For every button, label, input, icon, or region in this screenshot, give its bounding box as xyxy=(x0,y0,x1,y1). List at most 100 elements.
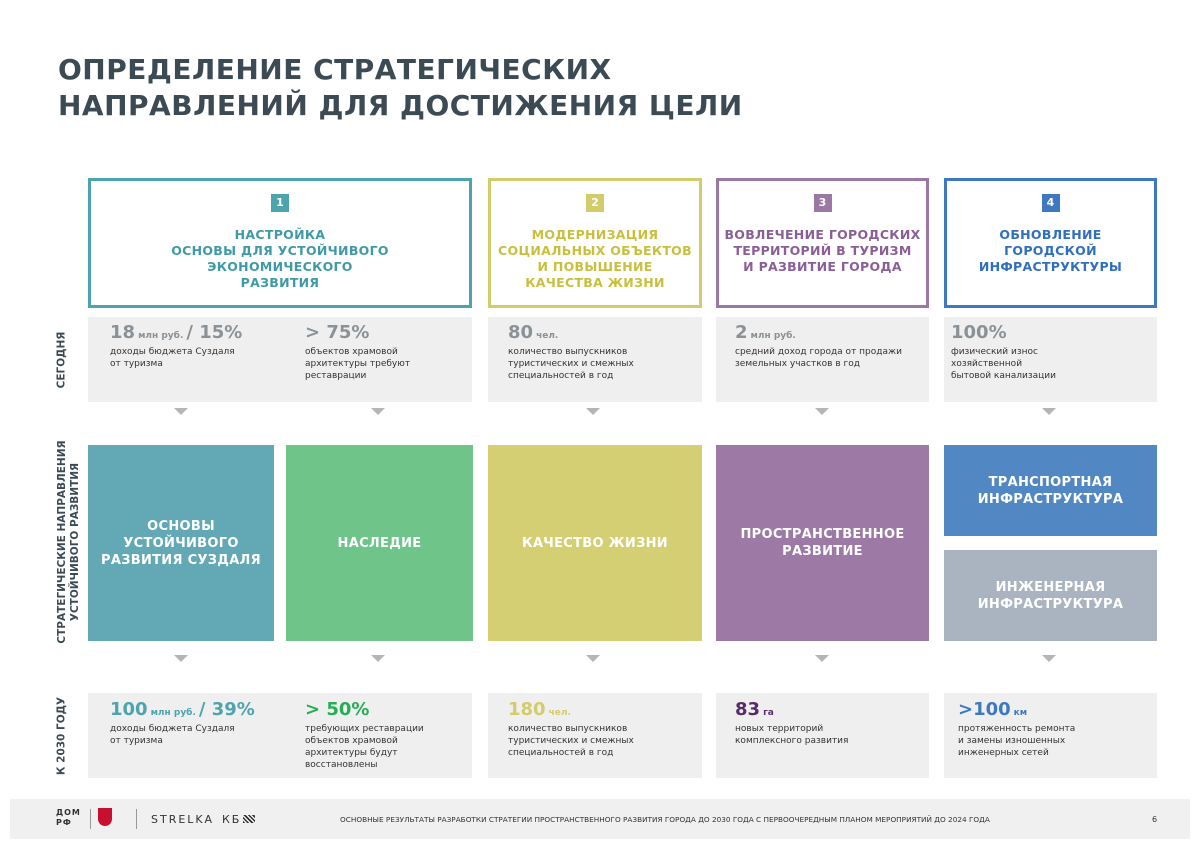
text-line: ОПРЕДЕЛЕНИЕ СТРАТЕГИЧЕСКИХ xyxy=(58,53,612,86)
unit: га xyxy=(763,708,774,718)
text-line: доходы бюджета Суздаля xyxy=(110,724,235,734)
text-line: бытовой канализации xyxy=(951,371,1057,381)
arrow xyxy=(371,408,385,415)
metric-description: новых территорий комплексного развития xyxy=(735,723,848,747)
text-line: ОСНОВЫ ДЛЯ УСТОЙЧИВОГО xyxy=(171,243,389,258)
value-suffix: / 39% xyxy=(198,699,255,720)
text-line: НАПРАВЛЕНИЙ ДЛЯ ДОСТИЖЕНИЯ ЦЕЛИ xyxy=(58,89,743,122)
text-line: и замены изношенных xyxy=(958,736,1066,746)
metric-description: количество выпускников туристических и см… xyxy=(508,346,634,382)
text-line: УСТОЙЧИВОГО РАЗВИТИЯ xyxy=(69,462,81,622)
metric-value: 100 млн руб./ 39% xyxy=(110,699,255,720)
text-line: ИНФРАСТРУКТУРА xyxy=(977,491,1124,507)
goal-title: МОДЕРНИЗАЦИЯ СОЦИАЛЬНЫХ ОБЪЕКТОВ И ПОВЫШЕН… xyxy=(491,227,699,291)
text-line: ГОРОДСКОЙ xyxy=(1004,243,1097,258)
value: >100 xyxy=(958,699,1011,720)
brand: STRELKA xyxy=(151,813,214,826)
metric-value: 100% xyxy=(951,322,1007,343)
text-line: ДОМ xyxy=(56,808,81,817)
goal-number: 3 xyxy=(813,194,832,212)
goal-title: НАСТРОЙКА ОСНОВЫ ДЛЯ УСТОЙЧИВОГО ЭКОНОМИЧЕ… xyxy=(91,227,469,291)
metric-description: требующих реставрации объектов храмовой ар… xyxy=(305,723,424,771)
unit: чел. xyxy=(548,708,571,718)
text-line: архитектуры требуют xyxy=(305,359,411,369)
text-line: РАЗВИТИЯ СУЗДАЛЯ xyxy=(101,552,261,568)
arrow xyxy=(371,655,385,662)
text-line: КАЧЕСТВА ЖИЗНИ xyxy=(525,275,665,290)
text-line: физический износ xyxy=(951,347,1038,357)
goal-number: 2 xyxy=(586,194,604,212)
text-line: ТЕРРИТОРИЙ В ТУРИЗМ xyxy=(733,243,912,258)
text-line: восстановлены xyxy=(305,760,378,770)
page-number: 6 xyxy=(1152,815,1158,824)
metric-description: протяженность ремонта и замены изношенных… xyxy=(958,723,1075,759)
metric-panel xyxy=(716,693,929,778)
goal-card: 3 ВОВЛЕЧЕНИЕ ГОРОДСКИХ ТЕРРИТОРИЙ В ТУРИЗМ… xyxy=(716,178,929,308)
footer-caption: ОСНОВНЫЕ РЕЗУЛЬТАТЫ РАЗРАБОТКИ СТРАТЕГИИ… xyxy=(340,815,990,824)
metric-value: >100 км xyxy=(958,699,1030,720)
text-line: И ПОВЫШЕНИЕ xyxy=(537,259,653,274)
value: 18 xyxy=(110,322,136,343)
text-line: НАСЛЕДИЕ xyxy=(337,535,422,551)
goal-card: 4 ОБНОВЛЕНИЕ ГОРОДСКОЙ ИНФРАСТРУКТУРЫ xyxy=(944,178,1157,308)
text-line: реставрации xyxy=(305,371,367,381)
value: 100 xyxy=(110,699,148,720)
metric-value: 83 га xyxy=(735,699,777,720)
unit: км xyxy=(1013,708,1028,718)
page-title: ОПРЕДЕЛЕНИЕ СТРАТЕГИЧЕСКИХ НАПРАВЛЕНИЙ ДЛ… xyxy=(58,52,743,124)
goal-card: 1 НАСТРОЙКА ОСНОВЫ ДЛЯ УСТОЙЧИВОГО ЭКОНОМИЧ… xyxy=(88,178,472,308)
direction-block: ТРАНСПОРТНАЯ ИНФРАСТРУКТУРА xyxy=(944,445,1157,536)
metric-value: 2 млн руб. xyxy=(735,322,799,343)
value: 83 xyxy=(735,699,761,720)
value: 180 xyxy=(508,699,546,720)
arrow xyxy=(1042,408,1056,415)
goal-title: ВОВЛЕЧЕНИЕ ГОРОДСКИХ ТЕРРИТОРИЙ В ТУРИЗМ И… xyxy=(719,227,926,275)
text-line: ОСНОВЫ УСТОЙЧИВОГО xyxy=(123,518,239,551)
metric-panel xyxy=(716,317,929,402)
text-line: протяженность ремонта xyxy=(958,724,1076,734)
emblem xyxy=(98,808,112,826)
arrow xyxy=(586,655,600,662)
metric-panel xyxy=(488,317,702,402)
text-line: от туризма xyxy=(110,359,163,369)
metric-panel xyxy=(944,317,1157,402)
row-label: К 2030 ГОДУ xyxy=(55,696,68,776)
arrow xyxy=(174,655,188,662)
direction-block: КАЧЕСТВО ЖИЗНИ xyxy=(488,445,702,641)
metric-value: 18 млн руб./ 15% xyxy=(110,322,242,343)
divider xyxy=(136,809,137,829)
row-label: СЕГОДНЯ xyxy=(55,331,68,389)
text-line: комплексного развития xyxy=(735,736,849,746)
text-line: РФ xyxy=(56,818,72,827)
text-line: СОЦИАЛЬНЫХ ОБЪЕКТОВ xyxy=(498,243,692,258)
value: > 50% xyxy=(305,699,370,720)
text-line: РАЗВИТИЯ xyxy=(240,275,320,290)
arrow xyxy=(815,655,829,662)
brand-suffix: КБ xyxy=(222,813,242,826)
text-line: новых территорий xyxy=(735,724,824,734)
unit: чел. xyxy=(536,331,559,341)
text-line: специальностей в год xyxy=(508,371,614,381)
footer: ДОМ РФ STRELKA КБ ОСНОВНЫЕ РЕЗУЛЬТАТЫ РАЗРАБ… xyxy=(10,799,1190,839)
text-line: средний доход города от продажи xyxy=(735,347,902,357)
text-line: ТРАНСПОРТНАЯ xyxy=(988,474,1113,490)
text-line: ИНФРАСТРУКТУРА xyxy=(977,596,1124,612)
text-line: РАЗВИТИЕ xyxy=(782,544,863,559)
divider xyxy=(90,809,91,829)
goal-card: 2 МОДЕРНИЗАЦИЯ СОЦИАЛЬНЫХ ОБЪЕКТОВ И ПОВЫШЕ… xyxy=(488,178,702,308)
metric-panel xyxy=(944,693,1157,778)
value: > 75% xyxy=(305,322,370,343)
text-line: МОДЕРНИЗАЦИЯ xyxy=(531,227,659,242)
goal-number: 1 xyxy=(271,194,289,212)
text-line: доходы бюджета Суздаля xyxy=(110,347,235,357)
metric-value: > 75% xyxy=(305,322,369,343)
unit: млн руб. xyxy=(750,331,796,341)
text-line: инженерных сетей xyxy=(958,748,1049,758)
metric-value: > 50% xyxy=(305,699,369,720)
goal-number: 4 xyxy=(1041,194,1060,212)
text-line: хозяйственной xyxy=(951,359,1023,369)
value: 80 xyxy=(508,322,534,343)
direction-block: ОСНОВЫ УСТОЙЧИВОГО РАЗВИТИЯ СУЗДАЛЯ xyxy=(88,445,274,641)
text-line: ЭКОНОМИЧЕСКОГО xyxy=(207,259,353,274)
